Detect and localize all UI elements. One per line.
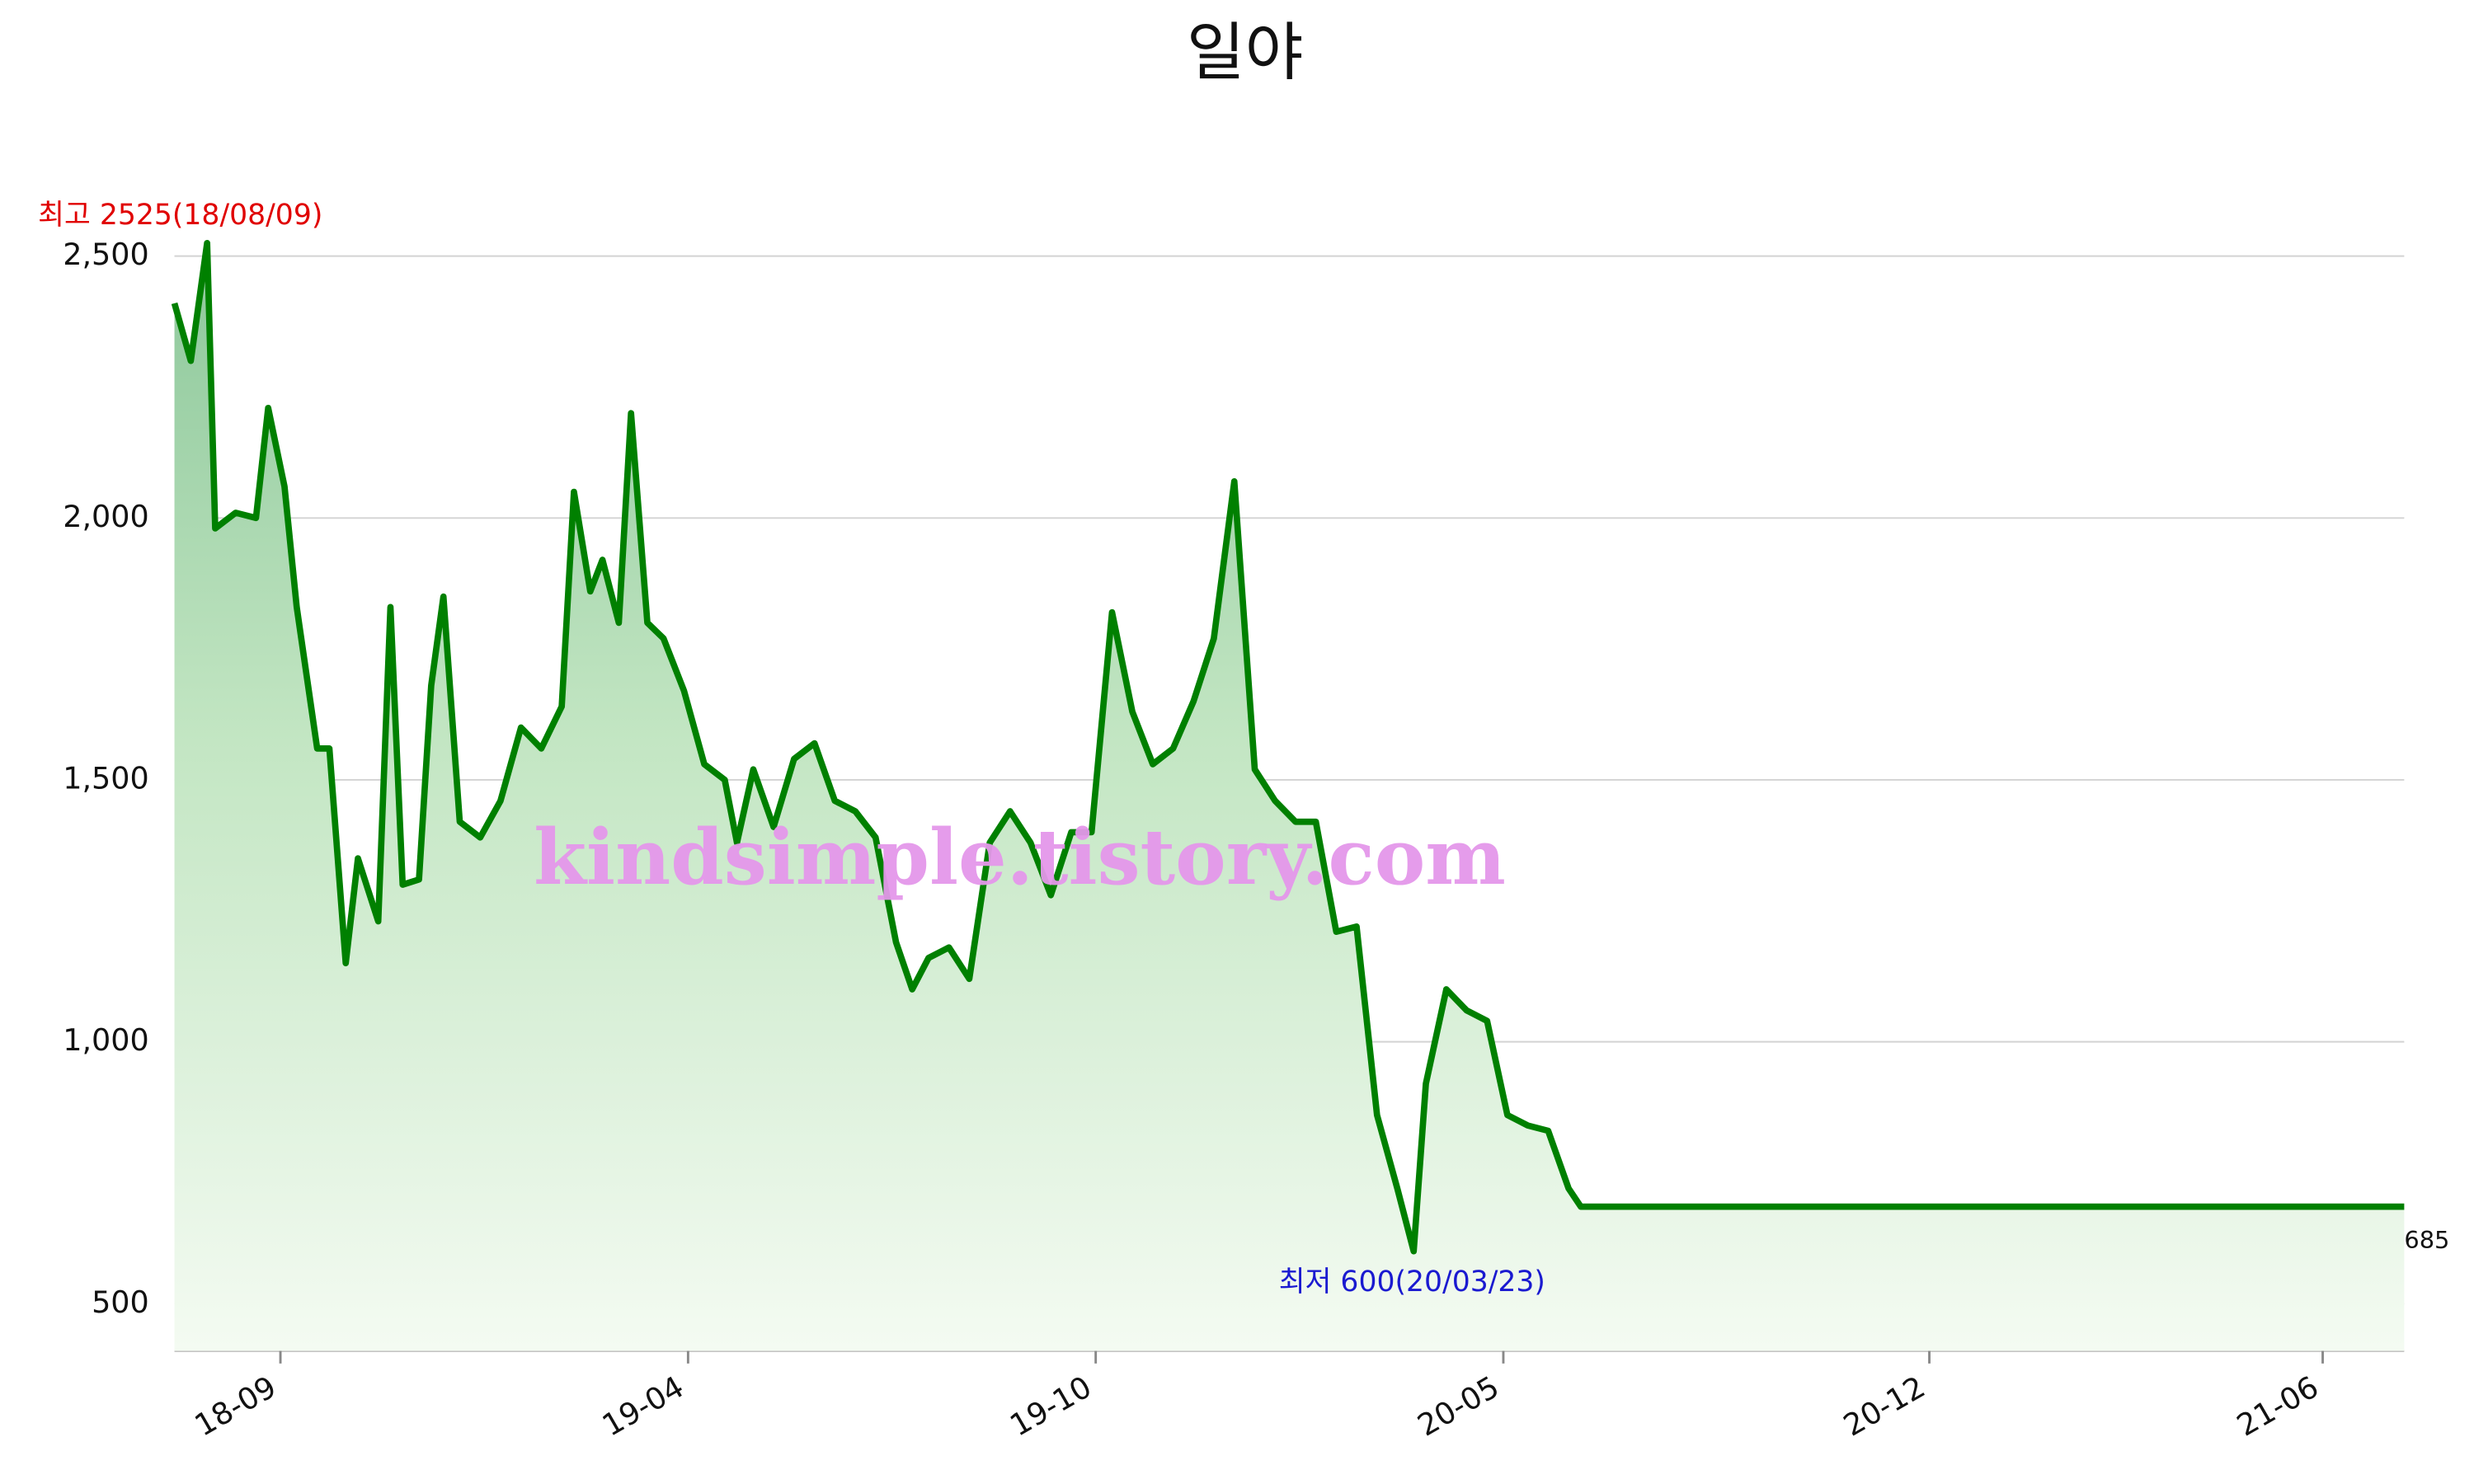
y-tick-label: 1,000 [63, 1022, 149, 1058]
high-label: 최고 2525(18/08/09) [38, 199, 322, 232]
low-label: 최저 600(20/03/23) [1279, 1266, 1545, 1298]
x-tick-label: 18-09 [189, 1369, 282, 1443]
y-tick-label: 1,500 [63, 760, 149, 796]
x-tick-label: 19-04 [596, 1369, 689, 1443]
x-tick-label: 20-05 [1412, 1369, 1505, 1443]
chart-title: 일야 [1187, 16, 1304, 90]
x-tick-label: 21-06 [2231, 1369, 2324, 1443]
y-tick-label: 2,500 [63, 237, 149, 272]
y-tick-label: 500 [92, 1284, 149, 1320]
price-line [171, 239, 2405, 1255]
x-tick-label: 20-12 [1837, 1369, 1931, 1443]
y-tick-label: 2,000 [63, 499, 149, 534]
area [174, 242, 2405, 1351]
watermark: kindsimple.tistory.com [534, 812, 1506, 902]
x-tick-label: 19-10 [1004, 1369, 1097, 1443]
end-label: 685 [2404, 1226, 2449, 1254]
